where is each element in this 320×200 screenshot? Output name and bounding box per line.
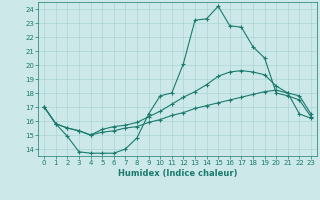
X-axis label: Humidex (Indice chaleur): Humidex (Indice chaleur)	[118, 169, 237, 178]
